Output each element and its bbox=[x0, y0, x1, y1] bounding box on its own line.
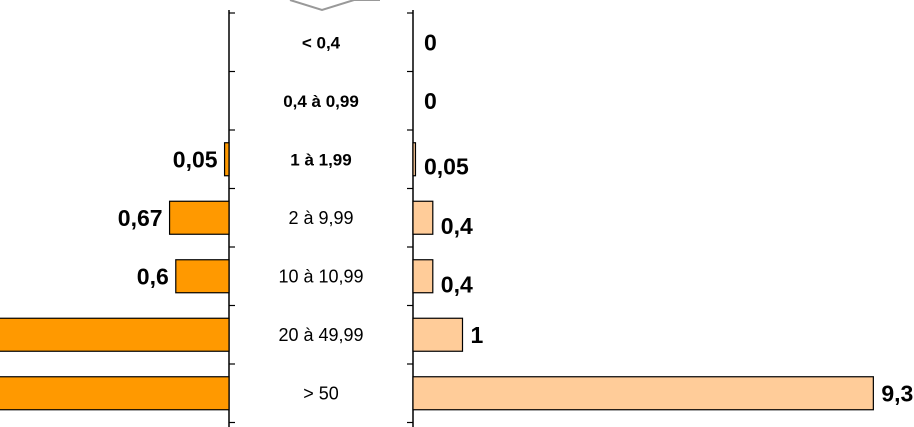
category-label: 2 à 9,99 bbox=[288, 208, 353, 228]
top-arrow-icon bbox=[289, 0, 380, 12]
category-label: 0,4 à 0,99 bbox=[283, 92, 359, 111]
left-value-label: 0,6 bbox=[137, 263, 169, 289]
category-label: < 0,4 bbox=[302, 33, 341, 52]
right-value-label: 0 bbox=[424, 88, 437, 114]
right-value-label: 0,4 bbox=[441, 271, 473, 297]
right-value-label: 1 bbox=[471, 322, 484, 348]
left-bar bbox=[0, 376, 230, 411]
left-bar bbox=[0, 317, 230, 352]
category-label: > 50 bbox=[303, 383, 339, 403]
category-label: 10 à 10,99 bbox=[278, 266, 363, 286]
left-value-label: 0,67 bbox=[118, 205, 163, 231]
right-value-label: 0,4 bbox=[441, 213, 473, 239]
left-bar bbox=[168, 200, 230, 235]
right-bar bbox=[412, 317, 464, 352]
arrow-chevron bbox=[289, 0, 355, 12]
right-bar bbox=[412, 142, 417, 177]
right-bar bbox=[412, 200, 434, 235]
left-bar bbox=[223, 142, 230, 177]
right-value-label: 9,3 bbox=[881, 380, 913, 406]
right-bar bbox=[412, 376, 874, 411]
left-value-label: 0,05 bbox=[173, 146, 218, 172]
left-bar bbox=[175, 259, 230, 294]
category-labels: < 0,4 0,4 à 0,99 1 à 1,99 2 à 9,99 10 à 10,9… bbox=[278, 33, 363, 403]
right-value-label: 0 bbox=[424, 29, 437, 55]
category-label: 20 à 49,99 bbox=[278, 325, 363, 345]
category-label: 1 à 1,99 bbox=[290, 150, 351, 169]
right-value-label: 0,05 bbox=[424, 153, 469, 179]
bars bbox=[0, 142, 874, 411]
value-labels: 000,050,050,670,40,60,42,819,3 bbox=[118, 29, 914, 406]
right-bar bbox=[412, 259, 434, 294]
